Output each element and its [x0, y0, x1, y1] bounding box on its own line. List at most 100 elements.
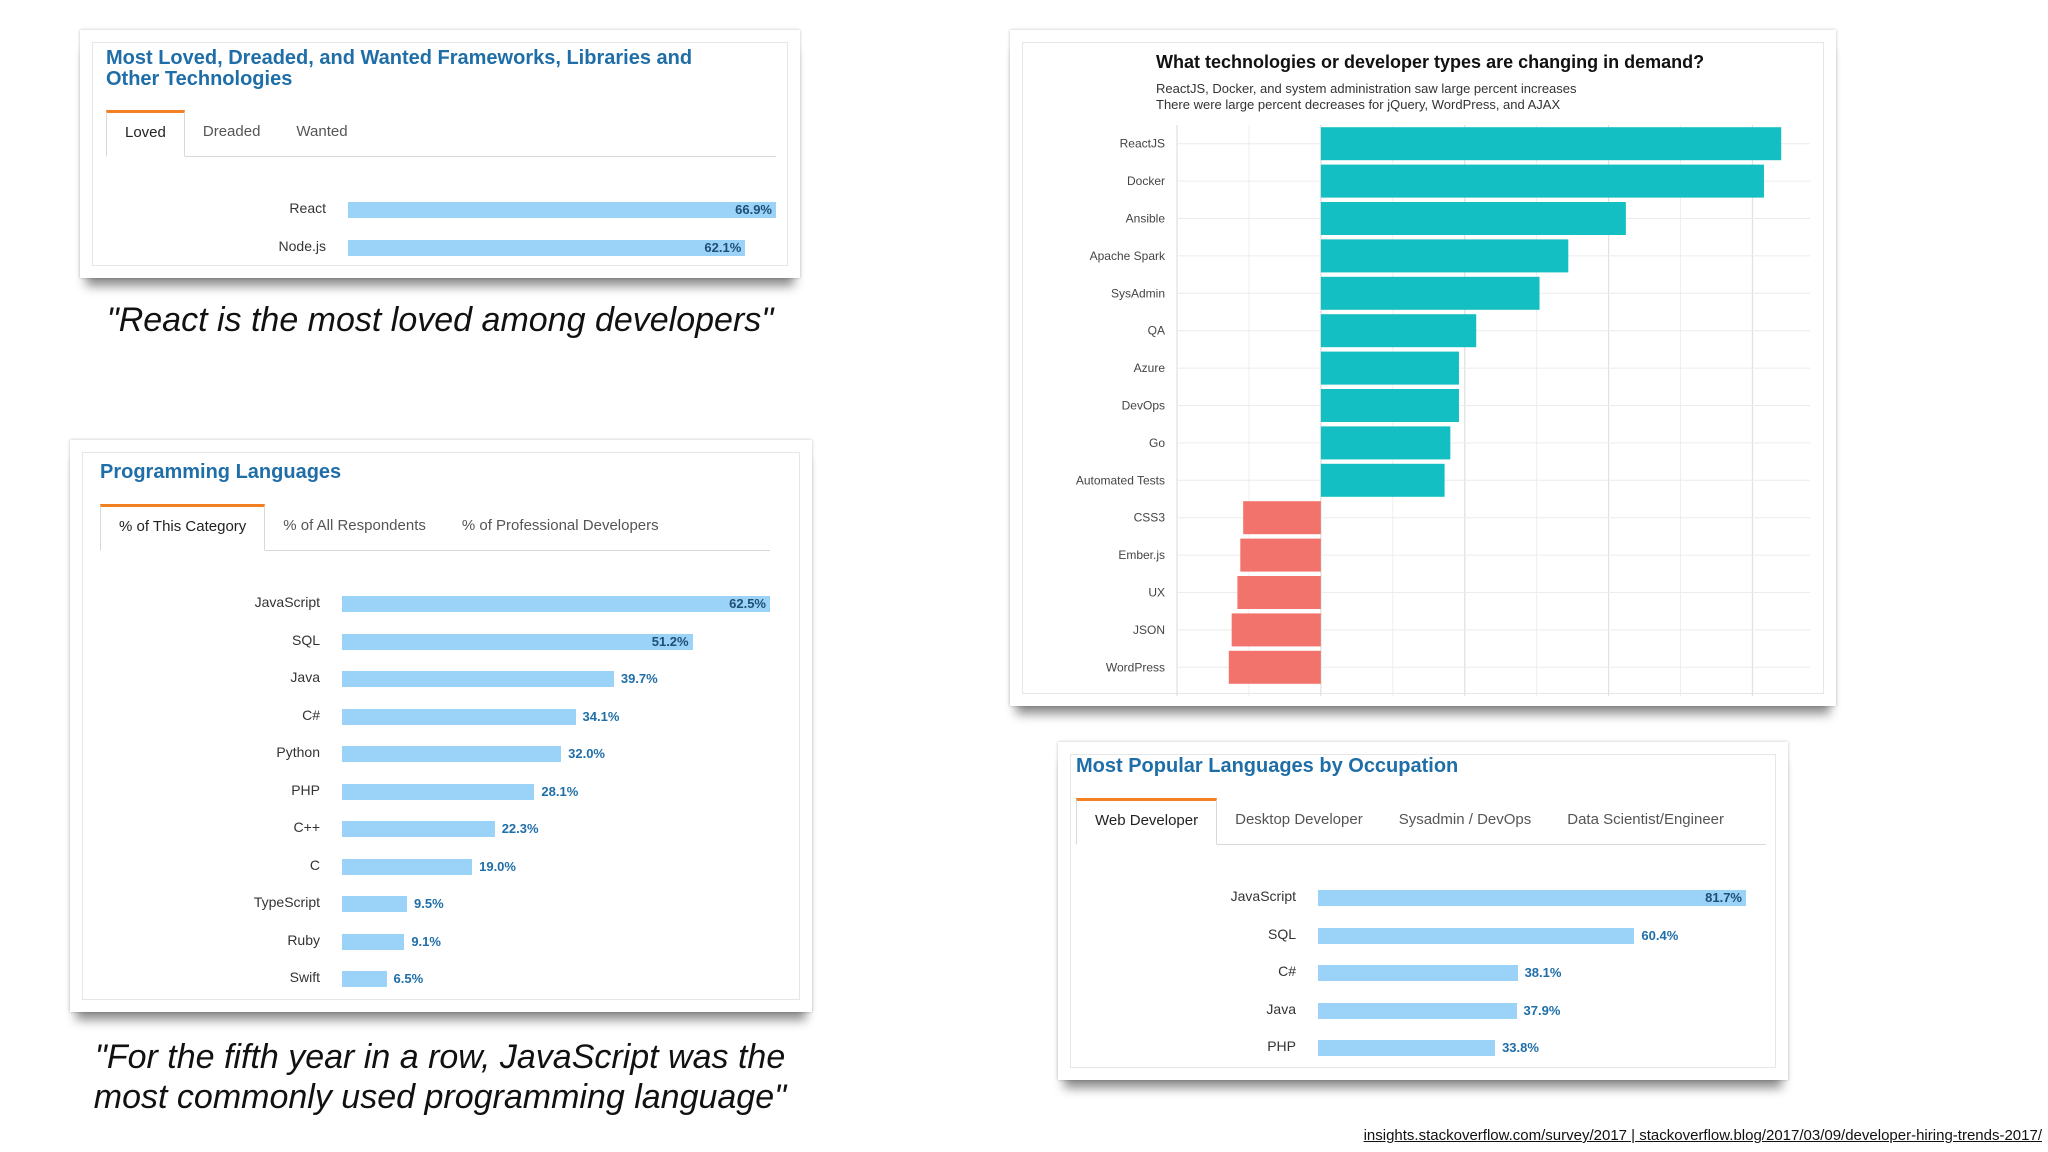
bar-label: C++: [293, 819, 320, 835]
bar: [342, 858, 473, 875]
bar-label: PHP: [1267, 1038, 1296, 1054]
bar: [1320, 389, 1459, 422]
bar-row: C# 38.1%: [1278, 963, 1561, 981]
bar: [1320, 164, 1764, 198]
bar-row: PHP 33.8%: [1267, 1038, 1539, 1056]
bar-value: 34.1%: [582, 708, 620, 724]
bar-row: Node.js 62.1%: [279, 238, 746, 256]
bar-value: 81.7%: [1705, 890, 1742, 905]
bar-label: Java: [290, 669, 320, 685]
bar: [1318, 890, 1746, 906]
bar-row: C 19.0%: [310, 857, 516, 875]
bar: [342, 671, 614, 687]
quote-line: most commonly used programming language": [93, 1078, 787, 1116]
bar-row: React 66.9%: [289, 200, 776, 218]
bar: [1318, 1040, 1496, 1056]
bar-label: Ruby: [287, 931, 320, 948]
chart-title: What technologies or developer types are…: [1156, 52, 1704, 72]
bar: [1320, 239, 1569, 273]
source-links[interactable]: insights.stackoverflow.com/survey/2017 |…: [1363, 1127, 2042, 1144]
bar: [1320, 463, 1445, 497]
category-label: Ansible: [1126, 212, 1166, 226]
bar: [1243, 501, 1321, 535]
quote-javascript: "For the fifth year in a row, JavaScript…: [40, 1037, 840, 1117]
category-label: Ember.js: [1118, 548, 1165, 562]
category-label: Azure: [1134, 361, 1166, 375]
bar-label: JavaScript: [254, 594, 320, 610]
bar: [1320, 127, 1782, 161]
tab-web-developer[interactable]: Web Developer: [1076, 798, 1218, 845]
bar-row: PHP 28.1%: [291, 782, 578, 800]
bar-value: 39.7%: [620, 671, 658, 686]
tab-desktop-developer[interactable]: Desktop Developer: [1235, 811, 1363, 828]
tab-of-all-respondents[interactable]: % of All Respondents: [283, 517, 426, 534]
bar-label: React: [289, 200, 326, 216]
bar-row: Ruby 9.1%: [287, 932, 441, 950]
bar-row: TypeScript 9.5%: [254, 894, 444, 912]
bar-row: C# 34.1%: [302, 707, 619, 725]
bar-row: SQL 60.4%: [1268, 926, 1678, 944]
bar-value: 6.5%: [393, 971, 424, 986]
tab-bar: % of This Category % of All Respondents % …: [100, 504, 770, 551]
category-label: Apache Spark: [1090, 249, 1166, 263]
bar-value: 37.9%: [1523, 1002, 1561, 1018]
category-label: Docker: [1127, 174, 1165, 188]
bar-label: C#: [302, 706, 320, 723]
bar-label: C: [309, 856, 320, 873]
bar: [342, 783, 535, 800]
category-label: UX: [1148, 586, 1165, 600]
bar-value: 9.1%: [411, 933, 441, 949]
bar-value: 32.0%: [568, 746, 605, 761]
tab-sysadmin-devops[interactable]: Sysadmin / DevOps: [1398, 811, 1532, 828]
bar: [342, 971, 387, 987]
bar: [342, 821, 495, 837]
bar-label: SQL: [291, 631, 320, 648]
bar: [342, 633, 693, 650]
bar-label: Node.js: [278, 238, 326, 254]
bar: [1240, 538, 1321, 572]
bar: [1318, 927, 1635, 944]
category-label: WordPress: [1106, 660, 1165, 674]
bar: [1237, 576, 1321, 609]
bar-label: Java: [1266, 1000, 1296, 1017]
category-label: Go: [1149, 436, 1165, 450]
bar-label: Swift: [289, 969, 320, 985]
chart-subtitle: There were large percent decreases for j…: [1156, 97, 1560, 112]
bar-value: 19.0%: [479, 858, 516, 874]
quote-react: "React is the most loved among developer…: [106, 301, 774, 339]
bar-value: 22.3%: [501, 821, 539, 836]
bar-value: 51.2%: [651, 633, 689, 649]
bar-row: Java 39.7%: [290, 669, 658, 687]
bar: [1320, 276, 1540, 310]
bar-value: 28.1%: [541, 783, 579, 799]
category-label: CSS3: [1134, 511, 1166, 525]
bar-label: PHP: [291, 781, 320, 798]
tab-data-scientist-engineer[interactable]: Data Scientist/Engineer: [1567, 811, 1725, 828]
category-label: Automated Tests: [1076, 473, 1165, 487]
chart-subtitle: ReactJS, Docker, and system administrati…: [1156, 81, 1577, 96]
bar-value: 66.9%: [735, 202, 772, 217]
tab-bar: Web Developer Desktop Developer Sysadmin /…: [1076, 798, 1766, 845]
card-title: Programming Languages: [100, 461, 342, 483]
bar: [342, 596, 770, 612]
bar: [342, 896, 408, 912]
bar: [348, 240, 746, 256]
tab-dreaded[interactable]: Dreaded: [202, 123, 261, 140]
bar-row: Python 32.0%: [276, 744, 605, 762]
programming-languages-card: Programming Languages % of This Category…: [70, 440, 812, 1012]
bar-row: JavaScript 62.5%: [255, 594, 770, 612]
bar-row: Swift 6.5%: [290, 969, 423, 987]
tab-wanted[interactable]: Wanted: [296, 123, 348, 140]
category-label: DevOps: [1122, 399, 1165, 413]
bar-label: C#: [1278, 963, 1296, 979]
tab-of-professional-developers[interactable]: % of Professional Developers: [461, 517, 659, 534]
demand-change-card: ReactJS Docker Ansible Apache Spark SysAdmin…: [1010, 30, 1836, 706]
tab-loved[interactable]: Loved: [106, 110, 185, 157]
bar: [348, 202, 776, 218]
bar-value: 62.1%: [704, 240, 742, 255]
languages-by-occupation-card: Most Popular Languages by Occupation Web…: [1058, 742, 1788, 1080]
quote-line: "For the fifth year in a row, JavaScript…: [94, 1038, 786, 1076]
tab-of-this-category[interactable]: % of This Category: [100, 504, 266, 551]
bar: [1228, 650, 1321, 684]
bar-value: 33.8%: [1502, 1040, 1539, 1055]
